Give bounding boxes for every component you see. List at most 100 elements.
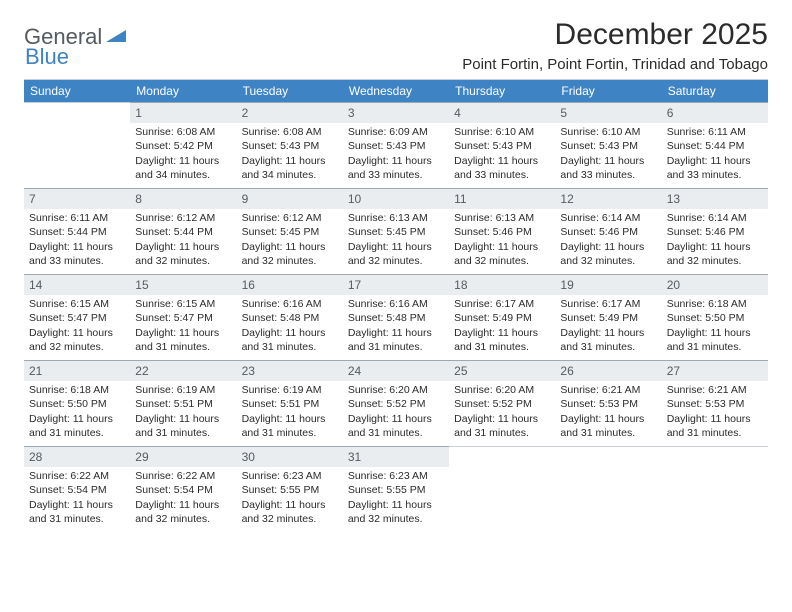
daylight-line: Daylight: 11 hours and 31 minutes.	[242, 326, 338, 354]
sunrise-line: Sunrise: 6:20 AM	[348, 383, 444, 397]
calendar-day-cell: 23Sunrise: 6:19 AMSunset: 5:51 PMDayligh…	[237, 360, 343, 446]
daylight-line: Daylight: 11 hours and 32 minutes.	[242, 498, 338, 526]
daylight-line: Daylight: 11 hours and 33 minutes.	[667, 154, 763, 182]
calendar-day-cell: 20Sunrise: 6:18 AMSunset: 5:50 PMDayligh…	[662, 274, 768, 360]
calendar-day-cell: 19Sunrise: 6:17 AMSunset: 5:49 PMDayligh…	[555, 274, 661, 360]
daylight-line: Daylight: 11 hours and 31 minutes.	[242, 412, 338, 440]
location: Point Fortin, Point Fortin, Trinidad and…	[462, 56, 768, 73]
sunrise-line: Sunrise: 6:17 AM	[560, 297, 656, 311]
calendar-day-cell: 22Sunrise: 6:19 AMSunset: 5:51 PMDayligh…	[130, 360, 236, 446]
day-number: 11	[449, 189, 555, 209]
day-number: 24	[343, 361, 449, 381]
sunrise-line: Sunrise: 6:15 AM	[135, 297, 231, 311]
calendar-day-cell: 15Sunrise: 6:15 AMSunset: 5:47 PMDayligh…	[130, 274, 236, 360]
weekday-header: Saturday	[662, 80, 768, 102]
day-number: 8	[130, 189, 236, 209]
weekday-header: Thursday	[449, 80, 555, 102]
sunrise-line: Sunrise: 6:12 AM	[135, 211, 231, 225]
sunrise-line: Sunrise: 6:12 AM	[242, 211, 338, 225]
sunrise-line: Sunrise: 6:19 AM	[242, 383, 338, 397]
sunset-line: Sunset: 5:46 PM	[667, 225, 763, 239]
sunrise-line: Sunrise: 6:21 AM	[667, 383, 763, 397]
calendar-empty-cell	[662, 446, 768, 532]
sunset-line: Sunset: 5:54 PM	[29, 483, 125, 497]
sunrise-line: Sunrise: 6:18 AM	[667, 297, 763, 311]
day-number: 3	[343, 103, 449, 123]
calendar-day-cell: 24Sunrise: 6:20 AMSunset: 5:52 PMDayligh…	[343, 360, 449, 446]
calendar-day-cell: 13Sunrise: 6:14 AMSunset: 5:46 PMDayligh…	[662, 188, 768, 274]
daylight-line: Daylight: 11 hours and 32 minutes.	[135, 240, 231, 268]
sunset-line: Sunset: 5:43 PM	[348, 139, 444, 153]
sunrise-line: Sunrise: 6:17 AM	[454, 297, 550, 311]
day-number: 10	[343, 189, 449, 209]
calendar-day-cell: 29Sunrise: 6:22 AMSunset: 5:54 PMDayligh…	[130, 446, 236, 532]
day-number: 6	[662, 103, 768, 123]
sunset-line: Sunset: 5:50 PM	[667, 311, 763, 325]
calendar-day-cell: 12Sunrise: 6:14 AMSunset: 5:46 PMDayligh…	[555, 188, 661, 274]
calendar-day-cell: 27Sunrise: 6:21 AMSunset: 5:53 PMDayligh…	[662, 360, 768, 446]
sunset-line: Sunset: 5:55 PM	[348, 483, 444, 497]
month-title: December 2025	[462, 18, 768, 52]
calendar-day-cell: 5 Sunrise: 6:10 AMSunset: 5:43 PMDaylight…	[555, 102, 661, 188]
sunset-line: Sunset: 5:43 PM	[560, 139, 656, 153]
sunset-line: Sunset: 5:42 PM	[135, 139, 231, 153]
calendar-day-cell: 21Sunrise: 6:18 AMSunset: 5:50 PMDayligh…	[24, 360, 130, 446]
sunset-line: Sunset: 5:44 PM	[667, 139, 763, 153]
daylight-line: Daylight: 11 hours and 31 minutes.	[29, 412, 125, 440]
day-number: 26	[555, 361, 661, 381]
daylight-line: Daylight: 11 hours and 33 minutes.	[560, 154, 656, 182]
calendar-day-cell: 6Sunrise: 6:11 AMSunset: 5:44 PMDaylight…	[662, 102, 768, 188]
logo-word2: Blue	[25, 44, 69, 70]
daylight-line: Daylight: 11 hours and 33 minutes.	[29, 240, 125, 268]
sunrise-line: Sunrise: 6:20 AM	[454, 383, 550, 397]
calendar-day-cell: 28Sunrise: 6:22 AMSunset: 5:54 PMDayligh…	[24, 446, 130, 532]
sunset-line: Sunset: 5:49 PM	[454, 311, 550, 325]
day-number: 5	[555, 103, 661, 123]
calendar-day-cell: 16Sunrise: 6:16 AMSunset: 5:48 PMDayligh…	[237, 274, 343, 360]
day-number: 14	[24, 275, 130, 295]
sunset-line: Sunset: 5:43 PM	[242, 139, 338, 153]
title-block: December 2025 Point Fortin, Point Fortin…	[462, 18, 768, 73]
sunset-line: Sunset: 5:48 PM	[348, 311, 444, 325]
day-number: 27	[662, 361, 768, 381]
daylight-line: Daylight: 11 hours and 31 minutes.	[348, 412, 444, 440]
day-number: 15	[130, 275, 236, 295]
daylight-line: Daylight: 11 hours and 33 minutes.	[454, 154, 550, 182]
calendar-grid: SundayMondayTuesdayWednesdayThursdayFrid…	[24, 79, 768, 532]
sunrise-line: Sunrise: 6:21 AM	[560, 383, 656, 397]
daylight-line: Daylight: 11 hours and 31 minutes.	[454, 412, 550, 440]
daylight-line: Daylight: 11 hours and 31 minutes.	[135, 412, 231, 440]
sunset-line: Sunset: 5:47 PM	[29, 311, 125, 325]
sunrise-line: Sunrise: 6:11 AM	[29, 211, 125, 225]
day-number: 13	[662, 189, 768, 209]
weekday-header: Friday	[555, 80, 661, 102]
weekday-header: Wednesday	[343, 80, 449, 102]
calendar-day-cell: 31Sunrise: 6:23 AMSunset: 5:55 PMDayligh…	[343, 446, 449, 532]
sunset-line: Sunset: 5:43 PM	[454, 139, 550, 153]
sunset-line: Sunset: 5:45 PM	[348, 225, 444, 239]
sunset-line: Sunset: 5:50 PM	[29, 397, 125, 411]
calendar-day-cell: 7Sunrise: 6:11 AMSunset: 5:44 PMDaylight…	[24, 188, 130, 274]
sunset-line: Sunset: 5:48 PM	[242, 311, 338, 325]
day-number: 20	[662, 275, 768, 295]
sunrise-line: Sunrise: 6:14 AM	[560, 211, 656, 225]
day-number: 28	[24, 447, 130, 467]
sunset-line: Sunset: 5:49 PM	[560, 311, 656, 325]
calendar-day-cell: 14Sunrise: 6:15 AMSunset: 5:47 PMDayligh…	[24, 274, 130, 360]
header: General December 2025 Point Fortin, Poin…	[24, 18, 768, 73]
sunrise-line: Sunrise: 6:10 AM	[560, 125, 656, 139]
sunset-line: Sunset: 5:44 PM	[29, 225, 125, 239]
day-number: 29	[130, 447, 236, 467]
sunrise-line: Sunrise: 6:18 AM	[29, 383, 125, 397]
sunset-line: Sunset: 5:47 PM	[135, 311, 231, 325]
daylight-line: Daylight: 11 hours and 32 minutes.	[348, 498, 444, 526]
sunset-line: Sunset: 5:44 PM	[135, 225, 231, 239]
daylight-line: Daylight: 11 hours and 32 minutes.	[454, 240, 550, 268]
calendar-day-cell: 18Sunrise: 6:17 AMSunset: 5:49 PMDayligh…	[449, 274, 555, 360]
daylight-line: Daylight: 11 hours and 32 minutes.	[348, 240, 444, 268]
daylight-line: Daylight: 11 hours and 31 minutes.	[560, 326, 656, 354]
sunset-line: Sunset: 5:52 PM	[454, 397, 550, 411]
sunrise-line: Sunrise: 6:10 AM	[454, 125, 550, 139]
daylight-line: Daylight: 11 hours and 31 minutes.	[348, 326, 444, 354]
day-number: 22	[130, 361, 236, 381]
